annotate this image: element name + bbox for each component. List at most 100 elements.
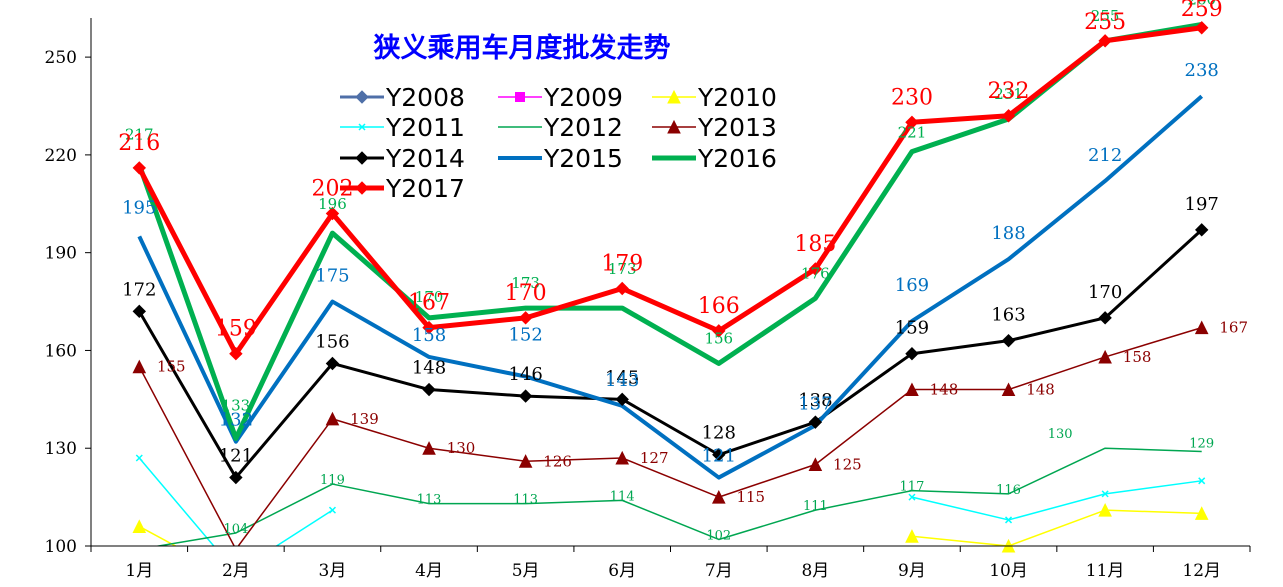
legend-entry-y2015: Y2015: [498, 144, 623, 173]
data-point-y2017: [615, 281, 629, 296]
x-tick-label: 8月: [801, 561, 829, 581]
data-label-y2017: 230: [891, 85, 933, 110]
series-line-y2010: [138, 525, 178, 546]
data-point-y2011-stroke: [1198, 477, 1206, 485]
data-point-y2017: [1098, 34, 1112, 48]
data-label-y2013: 115: [736, 488, 765, 506]
legend-marker-y2011-stroke: [358, 123, 366, 131]
data-label-y2014: 172: [122, 279, 156, 300]
data-point-y2011: [1198, 477, 1206, 485]
data-point-y2017: [422, 320, 436, 335]
legend-marker-y2009: [515, 92, 525, 102]
data-label-y2013: 158: [1123, 348, 1152, 366]
data-label-y2013: 155: [157, 358, 186, 376]
data-point-y2017: [905, 115, 919, 130]
series-line-y2011: [911, 480, 1202, 521]
data-point-y2013: [1194, 320, 1209, 335]
data-label-y2012: 130: [1048, 427, 1073, 442]
data-point-y2014: [1098, 311, 1112, 325]
data-label-y2013: 126: [543, 452, 572, 470]
data-label-y2017: 179: [601, 252, 643, 277]
data-label-y2014: 163: [991, 305, 1025, 326]
data-point-y2017: [325, 206, 340, 221]
x-tick-label: 4月: [415, 561, 443, 581]
data-label-y2014: 121: [219, 446, 253, 467]
data-point-y2014: [1195, 223, 1209, 237]
legend-entry-y2013: Y2013: [652, 113, 777, 142]
data-point-y2013: [132, 359, 147, 374]
data-point-y2013: [325, 411, 340, 426]
data-label-y2012: 113: [513, 493, 538, 508]
data-label-y2012: 113: [417, 493, 442, 508]
data-label-y2012: 116: [996, 483, 1021, 498]
data-point-y2013: [518, 454, 533, 468]
chart-title: 狭义乘用车月度批发走势: [373, 32, 671, 64]
data-point-y2011-stroke: [328, 506, 336, 514]
plot-markers: [132, 21, 1209, 553]
data-point-y2017: [229, 346, 243, 361]
x-tick-label: 1月: [125, 561, 153, 581]
x-tick-label: 6月: [608, 561, 636, 581]
data-label-y2013: 167: [1219, 319, 1248, 337]
series-line-y2010: [911, 509, 1202, 546]
data-label-y2013: 130: [447, 439, 476, 457]
data-point-y2011-stroke: [1005, 516, 1013, 524]
legend-marker-y2017: [355, 181, 369, 195]
x-tick-label: 12月: [1182, 561, 1221, 581]
data-label-y2017: 259: [1181, 0, 1223, 22]
data-point-y2014: [615, 392, 629, 407]
data-point-y2014: [422, 382, 436, 397]
data-label-y2015: 137: [798, 393, 832, 414]
data-label-y2016: 173: [608, 260, 637, 278]
data-point-y2011: [1101, 490, 1109, 498]
data-label-y2015: 158: [412, 325, 446, 346]
data-label-y2017: 185: [794, 232, 836, 257]
legend-entry-y2008: Y2008: [340, 83, 465, 112]
legend-marker-y2013: [667, 119, 681, 134]
data-label-y2017: 232: [988, 79, 1030, 104]
data-label-y2016: 173: [511, 274, 540, 292]
data-point-y2011-stroke: [135, 454, 143, 462]
data-label-y2015: 188: [991, 223, 1025, 244]
data-label-y2012: 111: [803, 499, 828, 514]
series-line-y2012: [154, 447, 1202, 546]
data-point-y2013: [711, 489, 726, 504]
data-label-y2012: 129: [1189, 436, 1214, 451]
data-point-y2014: [808, 415, 823, 429]
data-label-y2016: 255: [1091, 7, 1120, 25]
data-label-y2014: 128: [702, 423, 736, 444]
data-label-y2014: 145: [605, 367, 639, 388]
legend-label-y2010: Y2010: [697, 83, 777, 112]
data-label-y2017: 159: [215, 317, 257, 342]
legend-entry-y2010: Y2010: [652, 83, 777, 112]
x-tick-label: 7月: [705, 561, 733, 581]
y-tick-label: 130: [45, 439, 77, 459]
legend-label-y2011: Y2011: [385, 113, 465, 142]
data-label-y2015: 175: [315, 266, 349, 287]
plot-lines: [136, 22, 1204, 546]
data-label-y2015: 238: [1185, 60, 1219, 81]
data-label-y2017: 255: [1084, 10, 1126, 35]
data-label-y2015: 143: [605, 370, 639, 391]
data-point-y2017: [132, 161, 146, 175]
data-label-y2013: 125: [833, 456, 862, 474]
plot-labels: 104 119 113 113 114 102 111 117 116 130 129 155 139 1…: [118, 0, 1248, 543]
data-label-y2013: 127: [640, 449, 669, 467]
legend-label-y2014: Y2014: [385, 144, 465, 173]
legend-label-y2016: Y2016: [697, 144, 777, 173]
y-tick-label: 100: [45, 537, 77, 557]
legend: Y2008 Y2009 Y2010 Y2011 Y2012 Y2013 Y2014 Y2015…: [340, 83, 777, 203]
data-label-y2015: 152: [508, 325, 542, 346]
x-tick-label: 11月: [1086, 561, 1125, 581]
data-label-y2015: 169: [895, 275, 929, 296]
x-tick-label: 2月: [222, 561, 250, 581]
data-point-y2010: [905, 529, 919, 543]
legend-label-y2012: Y2012: [543, 113, 623, 142]
y-tick-label: 160: [45, 341, 77, 361]
data-point-y2013: [905, 382, 919, 397]
axes: 100 130 160 190 220 250 1月 2月 3月 4月 5月 6月 7月 8月 9月 10月 1…: [45, 18, 1251, 581]
legend-entry-y2016: Y2016: [652, 144, 777, 173]
data-point-y2014: [325, 356, 340, 371]
x-tick-label: 5月: [512, 561, 540, 581]
legend-marker-y2014: [355, 151, 369, 165]
